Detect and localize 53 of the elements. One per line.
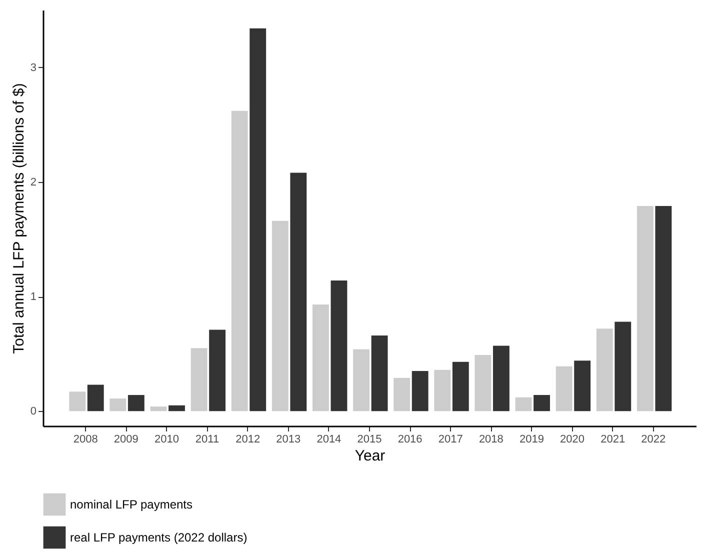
x-tick-label: 2016 — [398, 434, 422, 446]
y-tick-label: 1 — [30, 291, 36, 303]
y-tick-label: 0 — [30, 406, 36, 418]
x-tick-label: 2020 — [560, 434, 585, 446]
bar — [412, 370, 428, 412]
bar — [596, 328, 613, 412]
x-tick-label: 2012 — [236, 434, 260, 446]
bar — [556, 366, 572, 412]
bar — [655, 206, 672, 412]
y-tick-label: 3 — [30, 62, 36, 74]
bar — [87, 384, 104, 412]
x-tick-label: 2021 — [600, 434, 626, 446]
bar — [128, 395, 144, 412]
bar — [614, 322, 632, 412]
y-axis-title: Total annual LFP payments (billions of $) — [10, 83, 28, 354]
bar — [150, 406, 167, 412]
bar — [636, 206, 654, 412]
bar — [209, 330, 226, 412]
legend-label: nominal LFP payments — [70, 498, 193, 512]
x-tick-label: 2019 — [519, 434, 544, 446]
bar — [452, 362, 469, 412]
x-tick-label: 2009 — [114, 434, 138, 446]
x-tick-label: 2015 — [357, 434, 382, 446]
x-tick-label: 2022 — [641, 434, 666, 446]
bar — [434, 370, 451, 412]
legend-label: real LFP payments (2022 dollars) — [70, 530, 248, 544]
bar — [312, 304, 329, 412]
bar — [515, 397, 532, 412]
bar — [493, 346, 510, 412]
bar — [330, 280, 348, 412]
x-tick-label: 2013 — [276, 434, 301, 446]
bar — [110, 398, 126, 412]
bar — [69, 392, 86, 412]
x-tick-label: 2017 — [438, 434, 463, 446]
bar — [574, 360, 591, 412]
bar — [474, 354, 492, 412]
bar — [272, 220, 288, 412]
x-axis-title: Year — [354, 448, 386, 464]
bar — [353, 349, 370, 412]
bar — [290, 172, 307, 412]
bar — [231, 110, 248, 412]
x-tick-label: 2014 — [316, 434, 342, 446]
x-tick-label: 2018 — [478, 434, 504, 446]
bar — [190, 348, 208, 412]
x-tick-label: 2011 — [195, 434, 220, 446]
bar — [168, 405, 185, 412]
y-tick-label: 2 — [30, 176, 36, 188]
bar — [534, 395, 550, 412]
x-tick-label: 2010 — [154, 434, 179, 446]
bar — [371, 335, 388, 412]
x-tick-label: 2008 — [73, 434, 98, 446]
bar — [250, 28, 266, 412]
bar — [394, 378, 410, 412]
